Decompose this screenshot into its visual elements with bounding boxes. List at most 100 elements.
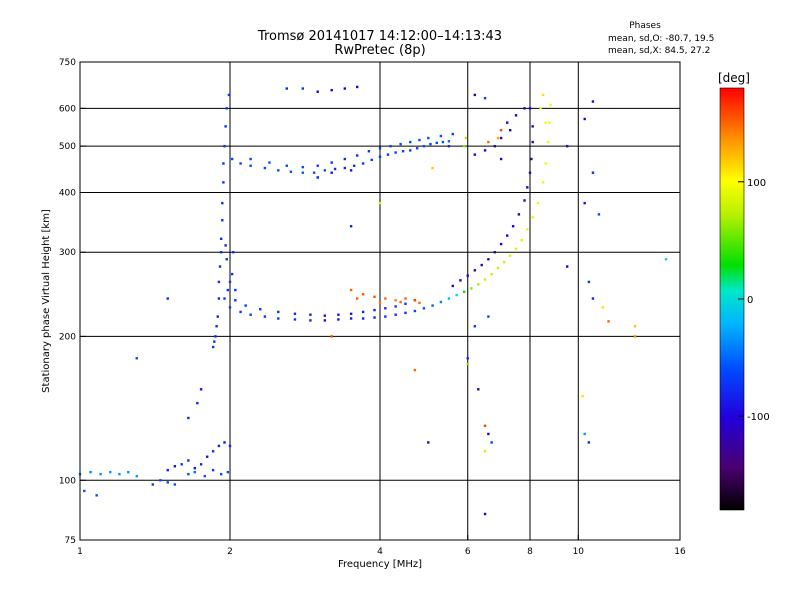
y-tick-labels: 75 100 200 300 400 500 600 750 bbox=[59, 58, 86, 546]
data-point bbox=[483, 278, 487, 281]
x-axis-label: Frequency [MHz] bbox=[338, 559, 422, 570]
data-point bbox=[349, 288, 353, 292]
data-point bbox=[187, 416, 190, 420]
data-point bbox=[549, 103, 552, 107]
data-point bbox=[473, 153, 477, 156]
data-point bbox=[483, 424, 487, 428]
data-point bbox=[214, 335, 217, 338]
data-point bbox=[199, 388, 203, 391]
data-point bbox=[249, 313, 252, 316]
data-point bbox=[361, 317, 365, 320]
data-point bbox=[413, 368, 417, 372]
data-point bbox=[505, 234, 509, 237]
data-point bbox=[211, 345, 215, 349]
data-point bbox=[418, 301, 421, 305]
data-point bbox=[196, 401, 199, 405]
data-point bbox=[173, 483, 177, 486]
data-point bbox=[227, 93, 231, 97]
x-tick-label: 2 bbox=[227, 547, 233, 557]
data-point bbox=[263, 166, 267, 170]
data-point bbox=[217, 297, 221, 300]
data-point bbox=[459, 279, 462, 282]
data-point bbox=[541, 93, 545, 97]
data-point bbox=[118, 472, 121, 476]
data-point bbox=[277, 310, 280, 314]
data-point bbox=[455, 293, 458, 297]
data-point bbox=[447, 144, 451, 148]
colorbar-tick-label: 100 bbox=[747, 178, 766, 189]
data-point bbox=[285, 87, 288, 90]
data-point bbox=[439, 134, 443, 138]
x-tick-label: 8 bbox=[527, 547, 533, 557]
y-tick-label: 600 bbox=[59, 104, 76, 114]
data-point bbox=[413, 309, 417, 313]
x-tick-label: 10 bbox=[573, 547, 585, 557]
data-point bbox=[309, 313, 312, 316]
data-point bbox=[323, 314, 327, 317]
data-point bbox=[83, 489, 86, 493]
data-point bbox=[166, 297, 169, 300]
data-point bbox=[607, 320, 610, 323]
data-point bbox=[211, 468, 215, 472]
data-point bbox=[544, 162, 547, 165]
data-point bbox=[664, 258, 668, 261]
data-point bbox=[219, 237, 223, 241]
data-point bbox=[633, 335, 637, 338]
data-point bbox=[361, 162, 365, 165]
data-point bbox=[404, 311, 407, 315]
data-point bbox=[384, 297, 387, 300]
data-point bbox=[349, 312, 353, 315]
x-tick-labels: 1 2 4 6 8 10 16 bbox=[77, 535, 686, 557]
data-point bbox=[230, 157, 234, 161]
data-point bbox=[230, 272, 234, 276]
data-point bbox=[477, 283, 480, 286]
data-point bbox=[401, 150, 405, 153]
data-point bbox=[499, 157, 503, 161]
data-point bbox=[211, 450, 215, 453]
data-point bbox=[203, 474, 206, 478]
data-point bbox=[539, 107, 542, 110]
data-point bbox=[541, 181, 545, 184]
data-point bbox=[343, 87, 347, 90]
data-point bbox=[418, 138, 421, 142]
data-point bbox=[378, 301, 382, 305]
data-point bbox=[531, 125, 534, 128]
data-point bbox=[330, 171, 333, 174]
data-point bbox=[384, 307, 387, 310]
data-point bbox=[483, 96, 487, 100]
data-point bbox=[526, 228, 529, 231]
chart-subtitle: RwPretec (8p) bbox=[334, 43, 425, 58]
data-point bbox=[473, 325, 477, 328]
data-point bbox=[244, 304, 247, 307]
data-point bbox=[466, 274, 469, 277]
data-point bbox=[394, 313, 397, 316]
data-point bbox=[228, 444, 232, 448]
data-point bbox=[259, 307, 262, 311]
data-point bbox=[355, 85, 359, 89]
data-point bbox=[399, 300, 402, 304]
data-point bbox=[422, 144, 426, 148]
data-point bbox=[490, 441, 493, 444]
data-point bbox=[384, 315, 387, 318]
data-point bbox=[451, 132, 455, 136]
data-point bbox=[404, 302, 407, 305]
y-tick-label: 75 bbox=[65, 536, 76, 546]
data-point bbox=[109, 470, 112, 474]
data-point bbox=[222, 181, 225, 184]
data-point bbox=[323, 319, 327, 322]
data-point bbox=[223, 441, 226, 444]
data-point bbox=[587, 441, 591, 444]
data-point bbox=[89, 470, 92, 474]
data-point bbox=[394, 299, 397, 302]
data-point bbox=[378, 155, 382, 159]
data-point bbox=[394, 305, 397, 308]
data-point bbox=[193, 470, 197, 474]
data-point bbox=[591, 297, 595, 300]
phase-heading: Phases bbox=[629, 21, 661, 31]
data-point bbox=[422, 307, 426, 310]
data-point bbox=[232, 251, 235, 254]
y-tick-label: 750 bbox=[59, 58, 76, 68]
data-point bbox=[439, 300, 443, 304]
data-point bbox=[404, 297, 407, 300]
